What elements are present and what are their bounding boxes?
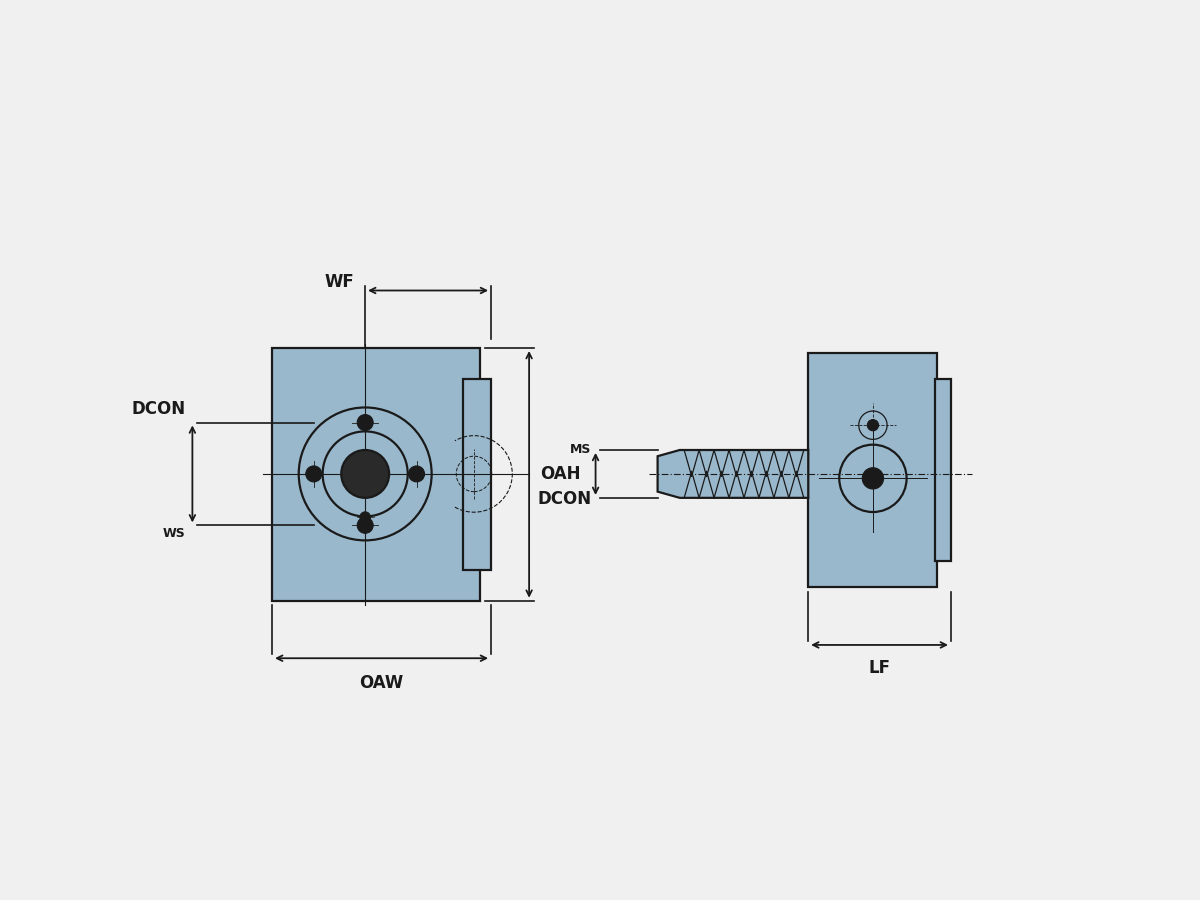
Polygon shape [658,450,809,498]
Circle shape [341,450,389,498]
Text: WF: WF [325,273,354,291]
Text: OAH: OAH [540,465,581,483]
Circle shape [358,518,373,534]
Circle shape [863,468,883,489]
Text: OAW: OAW [360,674,403,692]
Bar [272,348,480,600]
Text: MS: MS [570,443,592,456]
Circle shape [408,466,425,482]
Bar [463,379,491,570]
Bar [935,379,950,561]
Circle shape [360,512,371,522]
Text: LF: LF [869,659,890,677]
Circle shape [306,466,322,482]
Text: WS: WS [162,527,185,540]
Text: DCON: DCON [538,491,592,508]
Text: DCON: DCON [131,400,185,418]
Circle shape [868,419,878,431]
Circle shape [358,415,373,430]
Bar [809,353,937,588]
